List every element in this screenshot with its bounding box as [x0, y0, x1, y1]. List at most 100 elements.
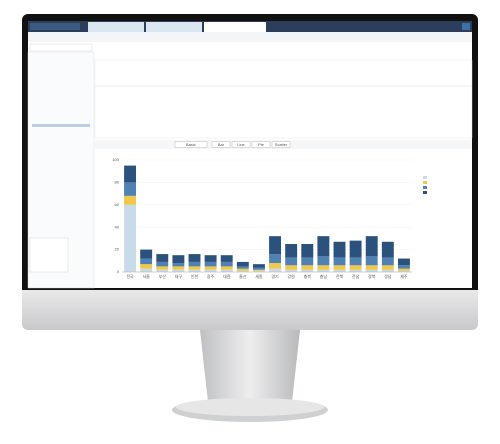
bar-segment — [124, 165, 137, 183]
bar-segment — [397, 265, 410, 269]
bar-segment — [269, 268, 282, 272]
bar-segment — [333, 265, 346, 270]
x-tick-label: 서울 — [142, 273, 150, 279]
bar-segment — [301, 244, 314, 258]
bar-segment — [220, 266, 233, 270]
app-header — [28, 21, 472, 52]
x-tick-label: 강원 — [287, 273, 295, 279]
bar-segment — [156, 269, 169, 272]
bar-segment — [301, 265, 314, 270]
y-tick-label: 0 — [117, 269, 120, 274]
y-tick-label: 100 — [112, 157, 119, 162]
y-tick-label: 80 — [115, 179, 120, 184]
bar-segment — [381, 241, 394, 258]
bar-segment — [204, 266, 217, 270]
y-tick-label: 40 — [115, 224, 120, 229]
style-select[interactable] — [174, 141, 208, 148]
bar-segment — [156, 254, 169, 262]
tab[interactable] — [146, 22, 202, 32]
chart-type-button[interactable] — [231, 141, 251, 148]
legend-swatch — [423, 191, 427, 194]
bar-segment — [349, 269, 362, 272]
bar-segment — [156, 261, 169, 267]
bar-segment — [172, 269, 185, 272]
chart-type-label: Bar — [218, 142, 225, 147]
bar-segment — [381, 257, 394, 266]
data-table — [94, 59, 473, 139]
bar-segment — [188, 261, 201, 267]
bar-segment — [381, 265, 394, 270]
bar-segment — [269, 263, 282, 269]
chart-type-button[interactable] — [251, 141, 271, 148]
bar-segment — [317, 269, 330, 272]
bar-segment — [204, 255, 217, 262]
bar-segment — [269, 254, 282, 264]
bar-segment — [220, 261, 233, 267]
bar-segment — [397, 268, 410, 271]
style-label: Basic — [186, 142, 196, 147]
bar-segment — [188, 254, 201, 262]
x-tick-label: 세종 — [255, 273, 263, 279]
chart-type-button[interactable] — [271, 141, 291, 148]
bar-segment — [349, 257, 362, 266]
x-tick-label: 전남 — [352, 273, 360, 279]
bar-segment — [156, 266, 169, 270]
bar-segment — [365, 236, 378, 257]
bar-segment — [140, 264, 153, 269]
chart-type-label: Pie — [258, 142, 265, 147]
bar-segment — [317, 256, 330, 266]
bar-segment — [252, 270, 265, 272]
x-tick-label: 광주 — [207, 273, 215, 279]
bar-segment — [140, 249, 153, 259]
search-box[interactable] — [29, 43, 93, 52]
bar-segment — [236, 270, 249, 272]
bar-segment — [252, 264, 265, 268]
bar-segment — [365, 269, 378, 272]
x-tick-label: 충북 — [304, 273, 312, 279]
bar-segment — [220, 255, 233, 262]
bar-segment — [124, 182, 137, 196]
chart-type-label: Scatter — [275, 142, 288, 147]
bar-segment — [381, 269, 394, 272]
bar-segment — [220, 269, 233, 272]
bar-segment — [124, 195, 137, 205]
chart-toolbar: Basic Bar Line Pie Scatter — [95, 140, 472, 149]
bar-segment — [285, 257, 298, 266]
x-tick-label: 전북 — [336, 273, 344, 279]
bar-segment — [236, 261, 249, 267]
legend-swatch — [423, 176, 427, 179]
bar-segment — [236, 268, 249, 271]
x-tick-label: 부산 — [159, 273, 167, 279]
bar-segment — [124, 204, 137, 272]
x-tick-label: 충남 — [320, 273, 328, 279]
chart-type-button[interactable] — [211, 141, 231, 148]
x-tick-label: 경남 — [384, 273, 392, 279]
bar-segment — [188, 266, 201, 270]
x-tick-label: 울산 — [239, 273, 247, 279]
bar-segment — [269, 236, 282, 255]
legend-swatch — [423, 186, 427, 189]
bar-segment — [204, 269, 217, 272]
legend-swatch — [423, 181, 427, 184]
tab[interactable] — [204, 22, 266, 32]
bar-segment — [397, 270, 410, 272]
bar-segment — [285, 265, 298, 270]
bar-segment — [317, 265, 330, 270]
tab[interactable] — [88, 22, 144, 32]
bar-segment — [236, 266, 249, 269]
bar-segment — [188, 269, 201, 272]
bar-segment — [365, 265, 378, 270]
x-tick-label: 경기 — [271, 273, 279, 279]
bar-segment — [172, 263, 185, 267]
bar-segment — [397, 258, 410, 266]
x-tick-label: 전국 — [126, 273, 134, 279]
left-panel — [27, 51, 95, 289]
bar-segment — [333, 241, 346, 258]
menu-button[interactable] — [462, 23, 470, 30]
x-tick-label: 경북 — [368, 273, 376, 279]
bar-segment — [317, 236, 330, 257]
x-tick-label: 제주 — [400, 273, 408, 279]
bar-segment — [204, 261, 217, 267]
